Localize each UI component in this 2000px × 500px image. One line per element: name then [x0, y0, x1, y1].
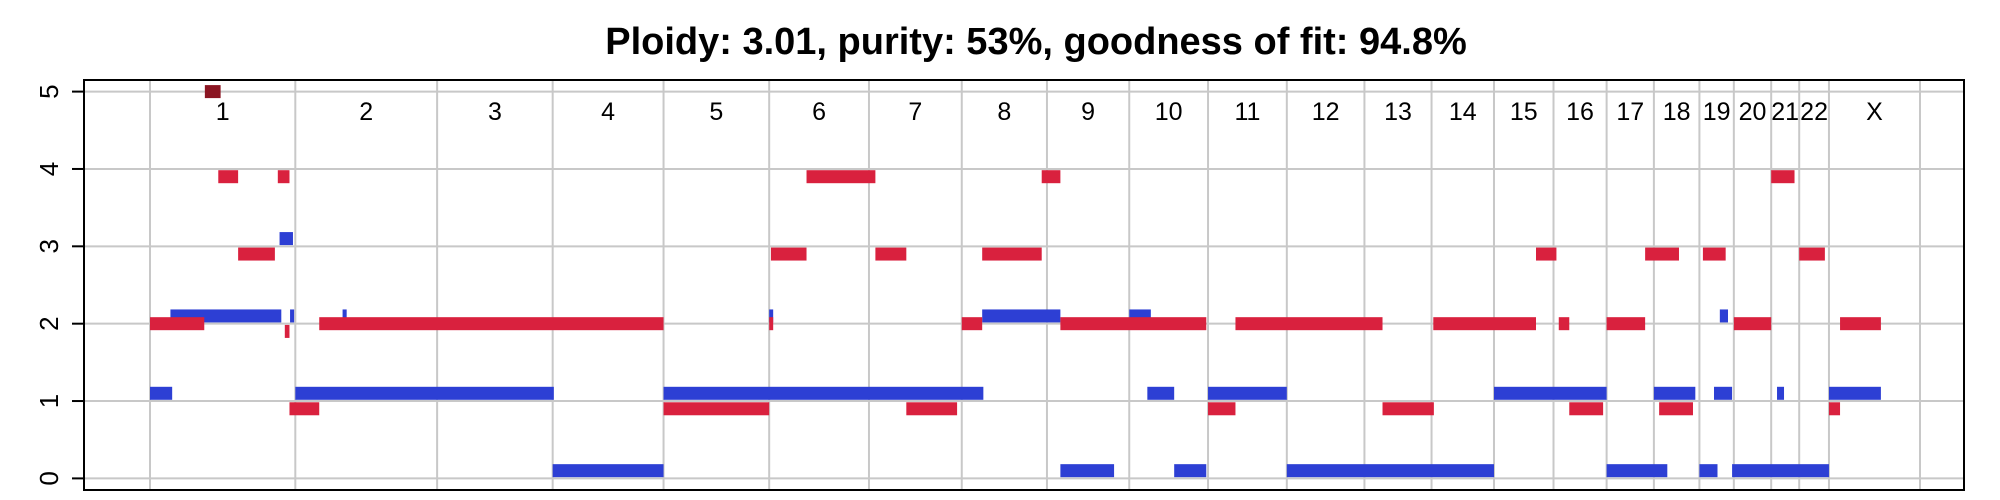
- chromosome-label-12: 12: [1312, 98, 1340, 126]
- major-allele-segment: [769, 317, 774, 331]
- chromosome-label-16: 16: [1566, 98, 1594, 126]
- major-allele-segment: [1433, 317, 1537, 331]
- major-allele-segment: [1569, 402, 1604, 416]
- chromosome-label-4: 4: [601, 98, 615, 126]
- major-allele-segment: [1558, 317, 1570, 331]
- major-allele-segment: [284, 324, 290, 338]
- chromosome-label-1: 1: [216, 98, 230, 126]
- y-tick-label-0: 0: [34, 471, 64, 485]
- minor-allele-segment: [1286, 464, 1494, 478]
- major-allele-segment: [1771, 170, 1795, 184]
- major-allele-segment: [982, 247, 1042, 261]
- y-tick-label-4: 4: [34, 162, 64, 176]
- minor-allele-segment: [150, 386, 173, 400]
- minor-allele-segment: [290, 309, 295, 323]
- major-allele-segment: [806, 170, 876, 184]
- grid-lines: [84, 80, 1964, 490]
- minor-allele-segment: [1699, 464, 1718, 478]
- major-allele-segment: [1041, 170, 1061, 184]
- minor-allele-segment: [552, 464, 664, 478]
- minor-allele-segment: [1208, 386, 1287, 400]
- minor-allele-segment: [982, 309, 1061, 323]
- chromosome-label-8: 8: [997, 98, 1011, 126]
- chromosome-label-11: 11: [1234, 98, 1260, 126]
- minor-allele-segment: [1060, 464, 1115, 478]
- chromosome-label-15: 15: [1510, 98, 1538, 126]
- major-allele-segment: [150, 317, 205, 331]
- chromosome-labels: 1 2 3 4 5 6 7 8 9 10 11 12 13 14 15 16 17 18 19 20 21 22 X: [216, 98, 1883, 126]
- chart-title: Ploidy: 3.01, purity: 53%, goodness of f…: [605, 21, 1467, 63]
- chromosome-label-22: 22: [1800, 98, 1828, 126]
- chromosome-label-7: 7: [908, 98, 922, 126]
- chromosome-label-3: 3: [488, 98, 502, 126]
- chromosome-label-5: 5: [709, 98, 723, 126]
- major-allele-segment: [1702, 247, 1726, 261]
- y-tick-label-1: 1: [34, 394, 64, 408]
- y-tick-label-2: 2: [34, 316, 64, 330]
- minor-allele-segment: [1732, 464, 1829, 478]
- minor-allele-segment: [769, 309, 774, 323]
- chromosome-label-14: 14: [1449, 98, 1477, 126]
- chromosome-label-10: 10: [1155, 98, 1183, 126]
- major-allele-segment: [770, 247, 807, 261]
- major-allele-segment: [1840, 317, 1881, 331]
- major-allele-segment: [1235, 317, 1383, 331]
- major-allele-segment: [1382, 402, 1434, 416]
- major-allele-segment: [1659, 402, 1693, 416]
- chromosome-label-6: 6: [812, 98, 826, 126]
- chromosome-label-20: 20: [1739, 98, 1767, 126]
- major-allele-segment: [238, 247, 275, 261]
- y-tick-label-5: 5: [34, 84, 64, 98]
- minor-allele-segment: [1493, 386, 1607, 400]
- minor-allele-segment: [342, 309, 347, 323]
- minor-allele-segment: [663, 386, 984, 400]
- chromosome-label-X: X: [1866, 98, 1883, 126]
- minor-allele-segment: [279, 232, 293, 246]
- y-axis: 0 1 2 3 4 5: [34, 84, 84, 486]
- major-allele-segment: [663, 402, 770, 416]
- major-allele-segment: [277, 170, 290, 184]
- minor-allele-segment: [1713, 386, 1733, 400]
- minor-allele-segment: [1777, 386, 1785, 400]
- major-allele-segment: [1060, 317, 1207, 331]
- minor-allele-segment: [1828, 386, 1881, 400]
- plot-frame: [83, 79, 1965, 491]
- segments-layer: [150, 85, 1881, 478]
- chromosome-label-13: 13: [1384, 98, 1412, 126]
- major-allele-segment: [319, 317, 664, 331]
- major-allele-segment: [1606, 317, 1646, 331]
- minor-allele-segment: [1653, 386, 1696, 400]
- major-allele-segment: [1733, 317, 1772, 331]
- chromosome-label-17: 17: [1616, 98, 1644, 126]
- major-allele-segment: [289, 402, 320, 416]
- chromosome-label-19: 19: [1703, 98, 1731, 126]
- major-allele-segment: [906, 402, 958, 416]
- major-allele-segment: [1645, 247, 1679, 261]
- major-allele-segment: [218, 170, 239, 184]
- overflow-segment: [204, 85, 221, 99]
- minor-allele-segment: [295, 386, 554, 400]
- chromosome-label-18: 18: [1663, 98, 1691, 126]
- major-allele-segment: [1208, 402, 1236, 416]
- major-allele-segment: [875, 247, 907, 261]
- minor-allele-segment: [1606, 464, 1668, 478]
- major-allele-segment: [1828, 402, 1841, 416]
- y-tick-label-3: 3: [34, 239, 64, 253]
- chromosome-label-9: 9: [1081, 98, 1095, 126]
- minor-allele-segment: [1147, 386, 1175, 400]
- minor-allele-segment: [1719, 309, 1729, 323]
- major-allele-segment: [1536, 247, 1557, 261]
- major-allele-segment: [1799, 247, 1825, 261]
- minor-allele-segment: [1174, 464, 1207, 478]
- major-allele-segment: [961, 317, 983, 331]
- chromosome-label-21: 21: [1771, 98, 1799, 126]
- chromosome-label-2: 2: [359, 98, 373, 126]
